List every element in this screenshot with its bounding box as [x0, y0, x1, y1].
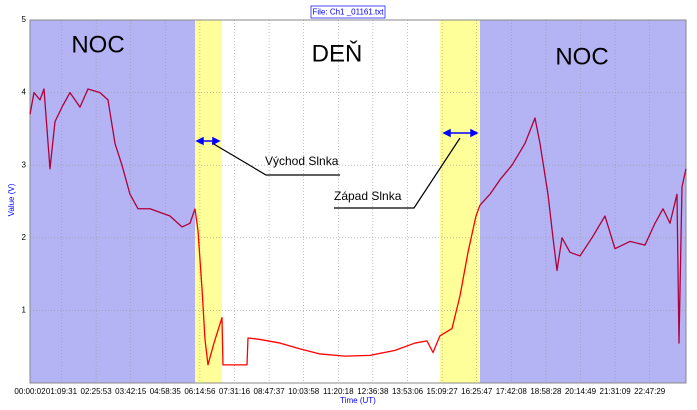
y-axis-label: Value (V)	[7, 183, 16, 216]
x-axis-label: Time (UT)	[340, 396, 376, 405]
x-tick-label: 18:58:28	[530, 387, 562, 396]
x-tick-label: 06:14:56	[184, 387, 216, 396]
x-tick-label: 03:42:15	[115, 387, 147, 396]
x-tick-label: 10:03:58	[288, 387, 320, 396]
series	[29, 88, 687, 366]
x-tick-label: 12:36:38	[357, 387, 389, 396]
annotation: DEŇ	[312, 40, 363, 67]
night-band	[30, 20, 195, 383]
dawn-band	[195, 20, 222, 383]
x-tick-label: 21:31:09	[600, 387, 632, 396]
y-tick-label: 2	[22, 233, 27, 242]
x-tick-label: 02:25:53	[81, 387, 113, 396]
y-tick-label: 3	[22, 160, 27, 169]
data-line	[29, 88, 196, 228]
pointer-line	[211, 142, 340, 176]
annotation: NOC	[555, 43, 608, 70]
x-tick-label: 08:47:37	[254, 387, 286, 396]
night-band	[480, 20, 686, 383]
y-tick-label: 1	[22, 306, 27, 315]
x-tick-label: 20:14:49	[565, 387, 597, 396]
plot-border	[29, 19, 687, 384]
annotation: Východ Slnka	[265, 154, 339, 168]
data-line	[479, 117, 687, 344]
y-tick-label: 4	[22, 88, 27, 97]
x-tick-label: 13:53:06	[392, 387, 424, 396]
chart-title: File: Ch1 _01161.txt	[312, 8, 384, 17]
x-tick-label: 11:20:18	[323, 387, 354, 396]
x-tick-label: 16:25:47	[461, 387, 493, 396]
x-tick-label: 17:42:08	[496, 387, 528, 396]
x-tick-label: 15:09:27	[427, 387, 459, 396]
x-tick-label: 22:47:29	[634, 387, 666, 396]
arrow	[195, 136, 221, 146]
data-line	[194, 204, 481, 366]
pointer-line	[334, 137, 461, 209]
title-box	[310, 5, 386, 19]
x-tick-label: 01:09:31	[46, 387, 78, 396]
annotation: Západ Slnka	[334, 189, 402, 203]
arrow	[442, 128, 479, 138]
annotation: NOC	[71, 31, 124, 58]
x-tick-label: 04:58:35	[150, 387, 182, 396]
y-tick-label: 5	[22, 15, 27, 24]
grid	[29, 19, 686, 383]
x-tick-label: 07:31:16	[219, 387, 251, 396]
dusk-band	[440, 20, 480, 383]
day-band	[222, 20, 440, 383]
x-tick-label: 00:00:02	[14, 387, 46, 396]
